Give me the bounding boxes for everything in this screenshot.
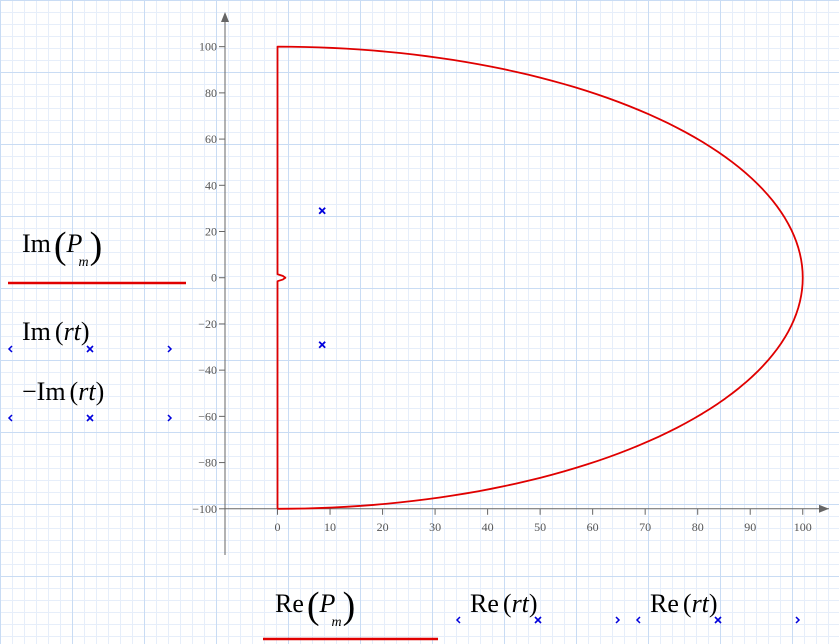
x-tick-label: 100 — [794, 520, 812, 534]
x-tick-label: 20 — [377, 520, 389, 534]
y-tick-label: −80 — [198, 456, 217, 470]
y-expression-0: Im(P m) — [22, 225, 102, 270]
x-expression-0: Re(P m) — [275, 585, 355, 630]
x-expression-1: Re (rt) — [470, 589, 538, 618]
x-tick-label: 10 — [324, 520, 336, 534]
y-tick-label: −100 — [192, 502, 217, 516]
y-axis-arrow — [221, 12, 229, 22]
pole-zero-curve — [276, 45, 804, 510]
x-axis-expressions: Re(P m) Re (rt) Re (rt) — [263, 585, 801, 641]
y-tick-label: 40 — [205, 178, 217, 192]
y-tick-label: −60 — [198, 409, 217, 423]
expression-text: Im (rt) — [22, 317, 90, 346]
expression-text: Re (rt) — [650, 589, 718, 618]
expression-text: −Im (rt) — [22, 377, 104, 406]
x-trace-style-2 — [635, 616, 801, 624]
x-tick-label: 80 — [692, 520, 704, 534]
x-expression-2: Re (rt) — [650, 589, 718, 618]
y-trace-style-2 — [7, 414, 173, 422]
y-ticks: 100 80 60 40 20 0 −20 −40 −60 −80 −100 — [192, 40, 225, 516]
y-tick-label: 80 — [205, 86, 217, 100]
axes — [221, 12, 829, 555]
x-tick-label: 50 — [534, 520, 546, 534]
x-tick-label: 30 — [429, 520, 441, 534]
y-tick-label: 0 — [211, 271, 217, 285]
y-tick-label: −40 — [198, 363, 217, 377]
expression-text: Re (rt) — [470, 589, 538, 618]
root-marker — [318, 207, 326, 215]
x-tick-label: 40 — [482, 520, 494, 534]
y-tick-label: −20 — [198, 317, 217, 331]
x-axis-arrow — [819, 504, 829, 513]
y-tick-label: 20 — [205, 225, 217, 239]
series-markers — [318, 207, 326, 349]
y-expression-2: −Im (rt) — [22, 377, 104, 406]
y-axis-expressions: Im(P m) Im (rt) −Im (rt) — [7, 225, 186, 422]
y-tick-label: 100 — [199, 40, 217, 54]
expression-text: Re(P m) — [275, 585, 355, 630]
x-tick-label: 0 — [275, 520, 281, 534]
x-tick-label: 60 — [587, 520, 599, 534]
x-trace-style-1 — [455, 616, 621, 624]
expression-text: Im(P m) — [22, 225, 102, 270]
series-curves — [276, 45, 804, 510]
x-tick-label: 70 — [639, 520, 651, 534]
root-marker — [318, 341, 326, 349]
x-ticks: 0 10 20 30 40 50 60 70 80 90 100 — [275, 508, 812, 534]
y-trace-style-1 — [7, 345, 173, 353]
x-tick-label: 90 — [744, 520, 756, 534]
y-tick-label: 60 — [205, 132, 217, 146]
y-expression-1: Im (rt) — [22, 317, 90, 346]
